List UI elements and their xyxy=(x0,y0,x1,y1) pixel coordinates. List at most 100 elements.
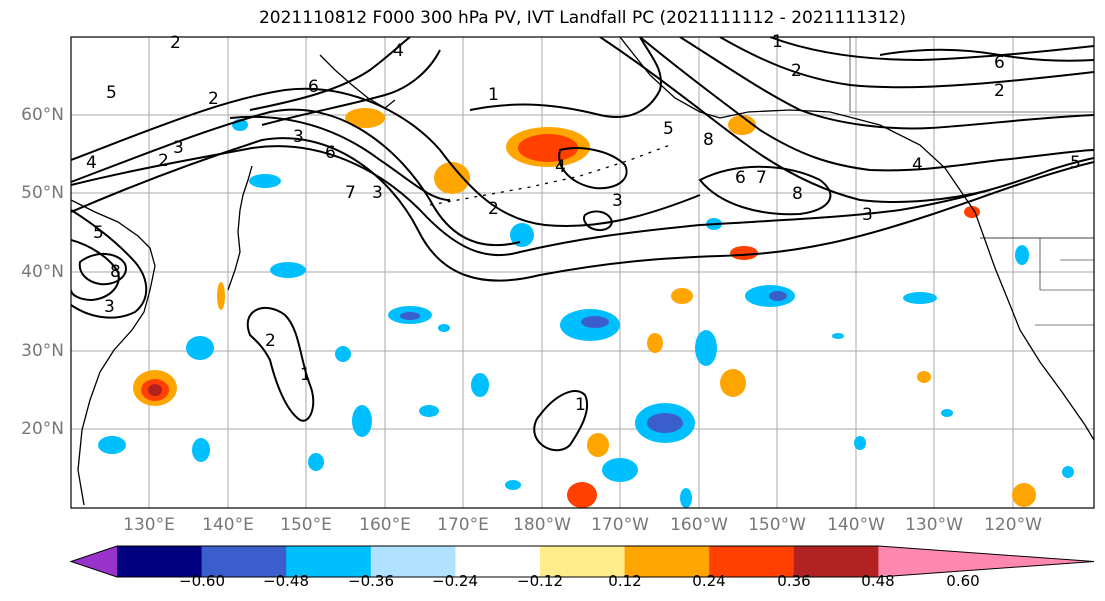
colorbar-tick-label: 0.60 xyxy=(946,572,980,590)
shade-blob xyxy=(335,346,351,362)
contour-line xyxy=(469,37,662,118)
contour-line xyxy=(639,37,1094,172)
contour-label: 2 xyxy=(158,151,169,171)
lat-label: 50°N xyxy=(21,183,64,203)
lon-label: 170°E xyxy=(437,515,489,535)
kamchatka-coast xyxy=(319,54,396,109)
shade-blob xyxy=(352,405,372,437)
contour-label: 6 xyxy=(735,168,746,188)
alaska-coast xyxy=(619,37,961,191)
contour-label: 5 xyxy=(93,223,104,243)
lat-label: 20°N xyxy=(21,419,64,439)
contour-line xyxy=(71,137,1094,282)
lon-label: 180°W xyxy=(513,515,571,535)
colorbar-tick-label: 0.36 xyxy=(777,572,811,590)
shade-blob xyxy=(308,453,324,471)
graticule xyxy=(71,37,1094,508)
contour-label: 3 xyxy=(612,191,623,211)
shade-blob xyxy=(854,436,866,450)
shade-blob xyxy=(133,370,177,406)
contour-label: 3 xyxy=(293,127,304,147)
contour-label: 5 xyxy=(663,119,674,139)
contour-line xyxy=(246,306,315,422)
shade-blob xyxy=(903,292,937,304)
contour-label: 6 xyxy=(308,77,319,97)
shade-blob xyxy=(695,330,717,366)
colorbar-segment xyxy=(117,546,203,577)
contour-label: 1 xyxy=(300,365,311,385)
state-borders xyxy=(849,37,1094,326)
pv-contours xyxy=(71,37,1094,452)
figure-title: 2021110812 F000 300 hPa PV, IVT Landfall… xyxy=(258,8,906,28)
colorbar-outline xyxy=(69,545,1095,578)
colorbar-tick-label: −0.24 xyxy=(432,572,478,590)
lon-label: 160°E xyxy=(359,515,411,535)
contour-label: 5 xyxy=(1070,153,1081,173)
shade-blob xyxy=(917,371,931,383)
contour-label: 6 xyxy=(994,53,1005,73)
shade-blob xyxy=(567,482,597,508)
contour-label: 4 xyxy=(912,155,923,175)
shade-blob xyxy=(647,333,663,353)
coastlines xyxy=(71,37,1094,506)
shade-blob xyxy=(680,488,692,508)
shade-blob xyxy=(217,282,225,310)
lon-label: 160°W xyxy=(670,515,728,535)
shade-blob xyxy=(671,288,693,304)
contour-label: 8 xyxy=(792,184,803,204)
shade-blob xyxy=(635,403,695,443)
shade-blob xyxy=(510,223,534,247)
contour-line xyxy=(249,37,411,111)
colorbar-extend-low xyxy=(71,546,117,577)
colorbar-tick-label: 0.12 xyxy=(608,572,642,590)
contour-label: 7 xyxy=(756,168,767,188)
contour-label: 2 xyxy=(170,33,181,53)
lon-label: 150°E xyxy=(280,515,332,535)
shade-blob xyxy=(471,373,489,397)
shade-blob xyxy=(438,324,450,332)
contour-label-group: 5 2 3 2 4 5 8 3 6 3 6 7 3 4 2 1 2 4 3 5 … xyxy=(86,32,1081,415)
contour-line xyxy=(533,390,589,452)
contour-line xyxy=(78,253,127,286)
contour-label: 8 xyxy=(110,262,121,282)
colorbar-tick-label: 0.24 xyxy=(692,572,726,590)
contour-label: 1 xyxy=(488,85,499,105)
lat-label: 40°N xyxy=(21,262,64,282)
colorbar xyxy=(69,545,1095,578)
contour-label: 4 xyxy=(393,41,404,61)
shade-blob xyxy=(730,246,758,260)
colorbar-extend-high xyxy=(878,546,1094,577)
contour-label: 3 xyxy=(173,138,184,158)
shade-blob xyxy=(832,333,844,339)
colorbar-segment xyxy=(540,546,626,577)
colorbar-segment xyxy=(793,546,879,577)
contour-line xyxy=(261,49,441,126)
shade-blob xyxy=(388,306,432,324)
lon-label: 150°W xyxy=(748,515,806,535)
shade-blob xyxy=(1015,245,1029,265)
contour-label: 7 xyxy=(345,183,356,203)
colorbar-segment xyxy=(624,546,710,577)
shade-blob xyxy=(186,336,214,360)
contour-label: 2 xyxy=(994,81,1005,101)
shade-blob xyxy=(1012,483,1036,507)
contour-label: 5 xyxy=(106,83,117,103)
colorbar-segment xyxy=(370,546,456,577)
contour-label: 4 xyxy=(86,153,97,173)
contour-label: 2 xyxy=(791,61,802,81)
shade-blob xyxy=(1062,466,1074,478)
aleutian-islands xyxy=(429,144,671,206)
contour-line xyxy=(71,209,148,319)
contour-line xyxy=(769,37,1094,62)
contour-line xyxy=(583,210,614,232)
contour-line xyxy=(698,165,832,216)
contour-label: 2 xyxy=(488,199,499,219)
contour-label: 3 xyxy=(372,183,383,203)
shade-blob xyxy=(602,458,638,482)
colorbar-segment xyxy=(201,546,287,577)
lon-label: 120°W xyxy=(984,515,1042,535)
contour-label: 3 xyxy=(104,297,115,317)
shade-blob xyxy=(505,480,521,490)
shade-blob xyxy=(728,115,756,135)
